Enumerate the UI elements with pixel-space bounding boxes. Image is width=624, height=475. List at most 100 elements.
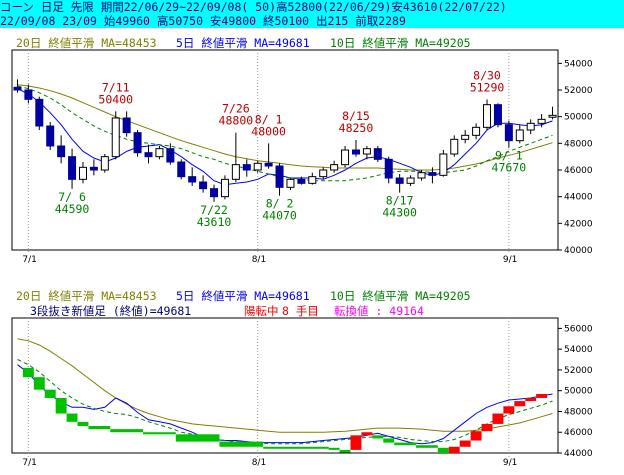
annot-date: 8/15 [342,109,370,123]
x2-tick-label: 7/1 [22,458,36,468]
y-tick-label: 44000 [564,193,593,203]
candle-body [199,181,208,190]
newprice-bar-up [503,406,515,414]
newprice-bar-up [350,435,362,450]
ma2-line-20 [17,338,553,433]
annot-value: 43610 [197,215,232,229]
candle-body [351,149,360,155]
y2-tick-label: 54000 [564,345,593,355]
candle-body [242,164,251,171]
newprice-bar-down [416,445,438,448]
newprice-bar-down [383,438,395,443]
x-tick-label: 9/1 [503,255,517,265]
header-title: コーン 日足 先限 期間22/06/29~22/09/08( 50)高52800… [0,0,624,14]
candle-body [253,162,262,171]
candle-body [220,178,229,198]
ma2-line-5 [17,364,553,445]
candle-body [308,176,317,184]
annot-value: 44300 [382,206,417,220]
candle-body [537,118,546,124]
annot-value: 48800 [219,114,254,128]
candle-body [89,166,98,171]
newprice-bar-down [219,441,264,447]
annot-value: 47670 [492,161,527,175]
candle-body [319,169,328,178]
ma-line-20 [17,84,553,171]
y2-tick-label: 56000 [564,324,593,334]
annot-date: 7/ 6 [58,190,86,204]
annot-date: 7/26 [222,102,250,116]
newprice-bar-down [372,435,384,439]
newprice-bar-down [33,377,45,390]
candle-body [57,145,66,158]
annot-date: 9/ 1 [495,149,523,163]
newprice-bar-down [110,429,144,433]
newprice-bar-down [22,367,34,378]
candle-body [417,172,426,179]
info-reversal: 転換値 : 49164 [334,304,424,318]
candle-body [483,104,492,128]
annot-value: 51290 [470,80,505,94]
legend-ma5: 5日 終値平滑 MA=49681 [176,36,310,50]
candle-body [330,164,339,171]
annot-value: 50400 [98,92,133,106]
candle-body [133,132,142,154]
candle-body [155,148,164,158]
candle-body [231,164,240,180]
candle-body [13,86,22,91]
annot-date: 8/ 1 [255,112,283,126]
candle-body [35,98,44,127]
candle-body [177,161,186,178]
candle-body [264,162,273,167]
newprice-bar-up [492,413,504,424]
legend2-ma5: 5日 終値平滑 MA=49681 [176,289,310,303]
y-tick-label: 42000 [564,219,593,229]
info-state: 陽転中 [244,304,279,318]
candle-body [78,166,87,180]
top-plot-frame [11,49,559,251]
legend-ma20: 20日 終値平滑 MA=48453 [16,36,157,50]
candle-body [548,114,557,118]
newprice-bar-up [536,394,548,398]
info-step: 8 手目 [282,304,319,318]
newprice-bar-up [361,432,373,436]
newprice-bar-down [263,446,329,449]
candle-body [493,104,502,126]
newprice-bar-up [481,423,493,432]
candle-body [210,188,219,198]
candle-body [472,126,481,136]
newprice-bar-down [437,447,449,453]
legend-ma10: 10日 終値平滑 MA=49205 [330,36,471,50]
header-ohlc: 22/09/08 23/09 始49960 高50750 安49800 終501… [0,14,624,28]
newprice-bar-up [470,431,482,441]
annot-date: 8/17 [386,194,414,208]
annot-date: 8/30 [473,68,501,82]
candle-body [341,149,350,166]
newprice-bar-up [448,446,460,453]
ma-line-10 [17,85,553,182]
y-tick-label: 46000 [564,166,593,176]
x-tick-label: 7/1 [22,255,36,265]
y-tick-label: 54000 [564,59,593,69]
y2-tick-label: 46000 [564,428,593,438]
candle-body [122,117,131,134]
candle-body [24,89,33,100]
y-tick-label: 50000 [564,113,593,123]
annot-value: 44590 [55,202,90,216]
y-tick-label: 52000 [564,86,593,96]
y2-tick-label: 52000 [564,366,593,376]
candle-body [428,172,437,176]
y2-tick-label: 48000 [564,407,593,417]
candle-body [100,156,109,171]
candle-body [439,153,448,176]
candle-body [188,176,197,183]
annot-value: 48000 [251,124,286,138]
newprice-bar-down [339,449,351,453]
info-newprice: 3段抜き新値足 (終値)=49681 [30,304,192,318]
candle-body [515,129,524,142]
y2-tick-label: 44000 [564,449,593,459]
annot-date: 8/ 2 [266,197,294,211]
candle-body [526,122,535,131]
candle-body [144,152,153,158]
